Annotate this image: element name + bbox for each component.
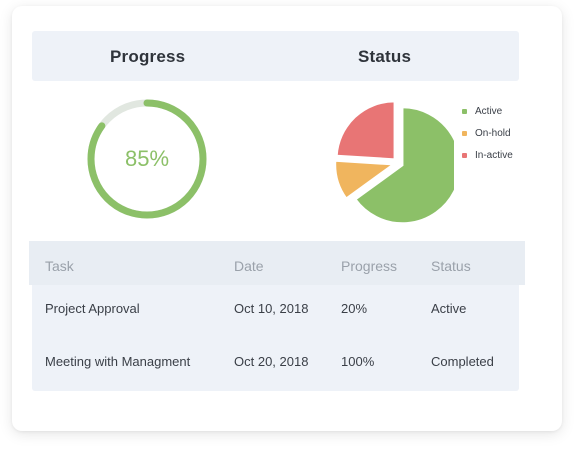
status-pie-chart [334,100,454,224]
column-header-task[interactable]: Task [45,258,74,274]
status-cell: Active [431,301,467,316]
legend-item-active: Active [462,100,513,122]
column-header-date[interactable]: Date [234,258,264,274]
progress-cell: 20% [341,301,368,316]
legend-item-inactive: In-active [462,144,513,166]
progress-cell: 100% [341,354,375,369]
progress-ring [87,99,207,219]
date-cell: Oct 10, 2018 [234,301,309,316]
progress-value: 85% [124,146,170,171]
status-cell: Completed [431,354,494,369]
pie-slice-on-hold [334,159,397,200]
pie-slice-inactive [335,100,396,161]
legend-label: On-hold [475,127,511,139]
legend-swatch-active [462,108,467,114]
table-body [32,285,519,391]
task-cell: Meeting with Managment [45,354,191,369]
legend-label: In-active [475,149,513,161]
legend-label: Active [475,105,503,117]
status-legend: Active On-hold In-active [462,100,513,166]
legend-item-on-hold: On-hold [462,122,513,144]
pie-slice-active [354,106,454,224]
table-header [29,241,525,285]
date-cell: Oct 20, 2018 [234,354,309,369]
progress-ring-fill [87,99,207,219]
column-header-status[interactable]: Status [431,258,471,274]
column-header-progress[interactable]: Progress [341,258,398,274]
status-heading: Status [358,47,412,66]
legend-swatch-on-hold [462,130,467,136]
legend-swatch-inactive [462,152,467,158]
progress-heading: Progress [110,47,186,66]
header-bar [32,31,519,81]
task-cell: Project Approval [45,301,140,316]
